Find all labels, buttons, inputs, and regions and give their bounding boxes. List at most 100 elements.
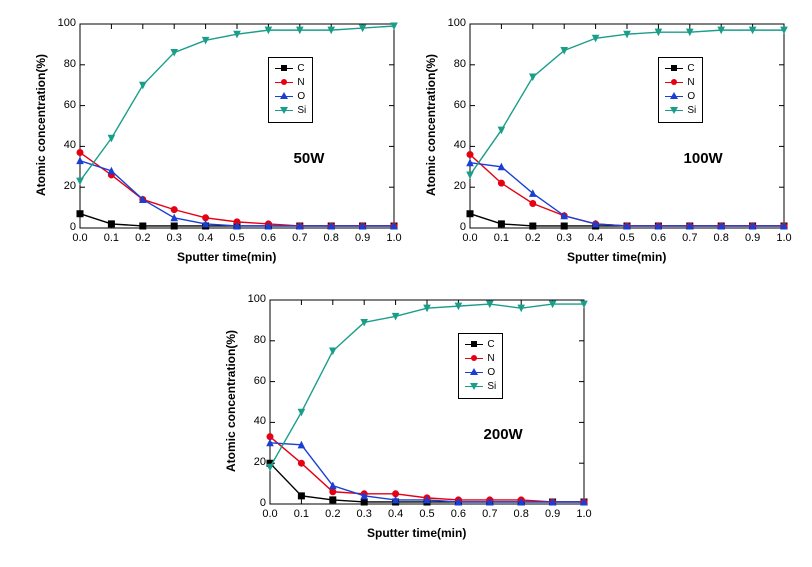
legend: CNO Si xyxy=(458,333,503,399)
power-annotation: 100W xyxy=(684,150,723,167)
xtick-label: 0.6 xyxy=(256,232,280,244)
y-axis-label: Atomic concentration(%) xyxy=(224,316,238,486)
triangle-down-icon xyxy=(470,383,478,390)
xtick-label: 0.2 xyxy=(131,232,155,244)
legend-item-C: C xyxy=(665,62,696,76)
legend-item-N: N xyxy=(465,352,496,366)
xtick-label: 0.9 xyxy=(541,508,565,520)
legend-label: Si xyxy=(487,381,496,392)
series-marker-N xyxy=(171,207,177,213)
circle-icon xyxy=(471,355,477,361)
legend-label: O xyxy=(297,91,305,102)
chart-c50: 0204060801000.00.10.20.30.40.50.60.70.80… xyxy=(24,14,404,274)
legend-item-Si: Si xyxy=(665,104,696,118)
square-icon xyxy=(671,65,677,71)
series-marker-N xyxy=(77,150,83,156)
xtick-label: 0.1 xyxy=(489,232,513,244)
legend-label: N xyxy=(687,77,694,88)
triangle-down-icon xyxy=(280,107,288,114)
legend-item-Si: Si xyxy=(465,380,496,394)
series-marker-N xyxy=(498,180,504,186)
xtick-label: 0.9 xyxy=(741,232,765,244)
xtick-label: 0.2 xyxy=(521,232,545,244)
xtick-label: 0.0 xyxy=(458,232,482,244)
xtick-label: 0.2 xyxy=(321,508,345,520)
circle-icon xyxy=(671,79,677,85)
xtick-label: 0.4 xyxy=(194,232,218,244)
legend-item-O: O xyxy=(465,366,496,380)
xtick-label: 0.1 xyxy=(289,508,313,520)
ytick-label: 100 xyxy=(442,17,466,29)
y-axis-label: Atomic concentration(%) xyxy=(424,40,438,210)
y-axis-label: Atomic concentration(%) xyxy=(34,40,48,210)
triangle-up-icon xyxy=(280,92,288,99)
ytick-label: 60 xyxy=(242,375,266,387)
xtick-label: 0.6 xyxy=(446,508,470,520)
ytick-label: 60 xyxy=(442,99,466,111)
ytick-label: 100 xyxy=(52,17,76,29)
ytick-label: 20 xyxy=(442,180,466,192)
xtick-label: 0.5 xyxy=(225,232,249,244)
ytick-label: 40 xyxy=(242,415,266,427)
xtick-label: 0.7 xyxy=(478,508,502,520)
power-annotation: 200W xyxy=(484,426,523,443)
xtick-label: 0.1 xyxy=(99,232,123,244)
triangle-down-icon xyxy=(670,107,678,114)
series-marker-C xyxy=(298,493,304,499)
xtick-label: 0.0 xyxy=(68,232,92,244)
xtick-label: 0.4 xyxy=(384,508,408,520)
legend-item-O: O xyxy=(275,90,306,104)
series-marker-C xyxy=(561,223,567,229)
xtick-label: 0.4 xyxy=(584,232,608,244)
xtick-label: 0.9 xyxy=(351,232,375,244)
legend-label: C xyxy=(487,339,494,350)
legend-item-N: N xyxy=(275,76,306,90)
xtick-label: 0.3 xyxy=(552,232,576,244)
xtick-label: 0.7 xyxy=(678,232,702,244)
triangle-up-icon xyxy=(470,368,478,375)
legend-item-N: N xyxy=(665,76,696,90)
xtick-label: 0.5 xyxy=(615,232,639,244)
series-marker-C xyxy=(171,223,177,229)
legend-label: Si xyxy=(687,105,696,116)
ytick-label: 80 xyxy=(242,334,266,346)
xtick-label: 0.8 xyxy=(509,508,533,520)
series-marker-N xyxy=(530,201,536,207)
series-marker-N xyxy=(330,489,336,495)
ytick-label: 20 xyxy=(52,180,76,192)
legend-label: O xyxy=(487,367,495,378)
square-icon xyxy=(281,65,287,71)
xtick-label: 0.7 xyxy=(288,232,312,244)
xtick-label: 1.0 xyxy=(382,232,406,244)
x-axis-label: Sputter time(min) xyxy=(367,526,466,540)
series-marker-C xyxy=(140,223,146,229)
series-marker-C xyxy=(498,221,504,227)
ytick-label: 80 xyxy=(442,58,466,70)
legend: CNO Si xyxy=(268,57,313,123)
legend-label: N xyxy=(487,353,494,364)
chart-c200: 0204060801000.00.10.20.30.40.50.60.70.80… xyxy=(214,290,594,550)
legend-item-C: C xyxy=(465,338,496,352)
legend-item-O: O xyxy=(665,90,696,104)
series-marker-N xyxy=(467,152,473,158)
legend-label: C xyxy=(687,63,694,74)
power-annotation: 50W xyxy=(294,150,325,167)
ytick-label: 40 xyxy=(52,139,76,151)
legend-label: N xyxy=(297,77,304,88)
series-marker-N xyxy=(298,460,304,466)
series-marker-C xyxy=(361,499,367,505)
xtick-label: 0.3 xyxy=(352,508,376,520)
x-axis-label: Sputter time(min) xyxy=(177,250,276,264)
legend-label: C xyxy=(297,63,304,74)
xtick-label: 0.5 xyxy=(415,508,439,520)
ytick-label: 100 xyxy=(242,293,266,305)
circle-icon xyxy=(281,79,287,85)
legend: CNOSi xyxy=(658,57,703,123)
xtick-label: 0.6 xyxy=(646,232,670,244)
triangle-up-icon xyxy=(670,92,678,99)
xtick-label: 1.0 xyxy=(572,508,596,520)
legend-item-Si: Si xyxy=(275,104,306,118)
series-marker-C xyxy=(108,221,114,227)
ytick-label: 60 xyxy=(52,99,76,111)
xtick-label: 0.8 xyxy=(709,232,733,244)
